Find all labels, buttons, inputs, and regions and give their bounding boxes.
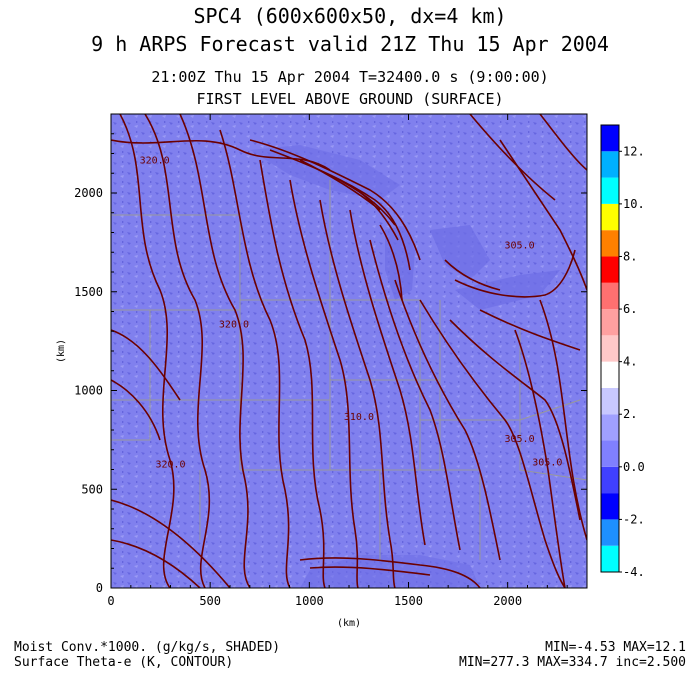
colorbar-swatch [601, 203, 619, 231]
contour-field-label: Surface Theta-e (K, CONTOUR) [14, 655, 234, 670]
x-tick-label: 0 [107, 594, 114, 608]
colorbar-swatch [601, 256, 619, 283]
colorbar-label: 10. [623, 197, 645, 211]
contour-label: 310.0 [344, 412, 374, 423]
x-tick-label: 1000 [295, 594, 324, 608]
x-tick-label: 1500 [394, 594, 423, 608]
contour-label: 320.0 [219, 319, 249, 330]
contour-label: 305.0 [505, 434, 535, 445]
contour-range-label: MIN=277.3 MAX=334.7 inc=2.500 [459, 655, 686, 670]
shaded-range-label: MIN=-4.53 MAX=12.1 [545, 640, 686, 655]
y-tick-label: 500 [81, 482, 103, 496]
contour-label: 320.0 [140, 155, 170, 166]
colorbar-swatch [601, 151, 619, 178]
lake-huron [430, 225, 490, 280]
y-tick-label: 0 [96, 581, 103, 595]
x-tick-label: 2000 [493, 594, 522, 608]
x-axis-label: (km) [337, 618, 361, 629]
map-overlay [111, 114, 587, 588]
plot-area [110, 113, 588, 589]
colorbar-swatch [601, 282, 619, 310]
colorbar: -4. -2. 0.0 2. 4. 6. 8. 10. 12. [600, 124, 645, 579]
colorbar-swatch [601, 309, 619, 336]
chart-subtitle: 9 h ARPS Forecast valid 21Z Thu 15 Apr 2… [91, 32, 609, 56]
y-axis-ticks: 0 500 1000 1500 2000 [74, 133, 587, 595]
colorbar-swatch [601, 387, 619, 415]
colorbar-label: 6. [623, 302, 637, 316]
y-axis-label: (km) [56, 339, 67, 363]
theta-e-contours [111, 114, 587, 588]
colorbar-swatch [601, 466, 619, 494]
gulf-coast [300, 555, 480, 588]
colorbar-swatch [601, 361, 619, 388]
colorbar-swatch [601, 440, 619, 467]
colorbar-swatch [601, 177, 619, 204]
colorbar-label: 2. [623, 407, 637, 421]
colorbar-label: -2. [623, 512, 645, 526]
colorbar-swatch [601, 545, 619, 572]
colorbar-frame [600, 124, 620, 573]
contour-label: 305.0 [505, 240, 535, 251]
colorbar-swatch [601, 493, 619, 520]
colorbar-label: 0.0 [623, 460, 645, 474]
lake-erie [455, 270, 560, 310]
colorbar-swatch [601, 414, 619, 441]
colorbar-swatch [601, 335, 619, 362]
colorbar-label: 8. [623, 249, 637, 263]
forecast-time-line: 21:00Z Thu 15 Apr 2004 T=32400.0 s (9:00… [151, 68, 549, 86]
colorbar-swatch [601, 230, 619, 257]
colorbar-label: -4. [623, 565, 645, 579]
colorbar-swatch [601, 125, 619, 152]
shaded-field-label: Moist Conv.*1000. (g/kg/s, SHADED) [14, 640, 281, 655]
x-tick-label: 500 [199, 594, 221, 608]
contour-labels: 320.0 320.0 310.0 305.0 305.0 320.0 305.0 [140, 155, 563, 470]
lake-michigan [385, 225, 415, 300]
colorbar-label: 4. [623, 355, 637, 369]
x-axis-ticks: 0 500 1000 1500 2000 [107, 114, 568, 608]
y-tick-label: 1500 [74, 285, 103, 299]
contour-label: 320.0 [155, 460, 185, 471]
level-line: FIRST LEVEL ABOVE GROUND (SURFACE) [196, 90, 504, 108]
y-tick-label: 1000 [74, 384, 103, 398]
chart-title: SPC4 (600x600x50, dx=4 km) [193, 4, 507, 28]
colorbar-label: 12. [623, 144, 645, 158]
colorbar-swatch [601, 519, 619, 546]
contour-label: 305.0 [532, 458, 562, 469]
y-tick-label: 2000 [74, 186, 103, 200]
